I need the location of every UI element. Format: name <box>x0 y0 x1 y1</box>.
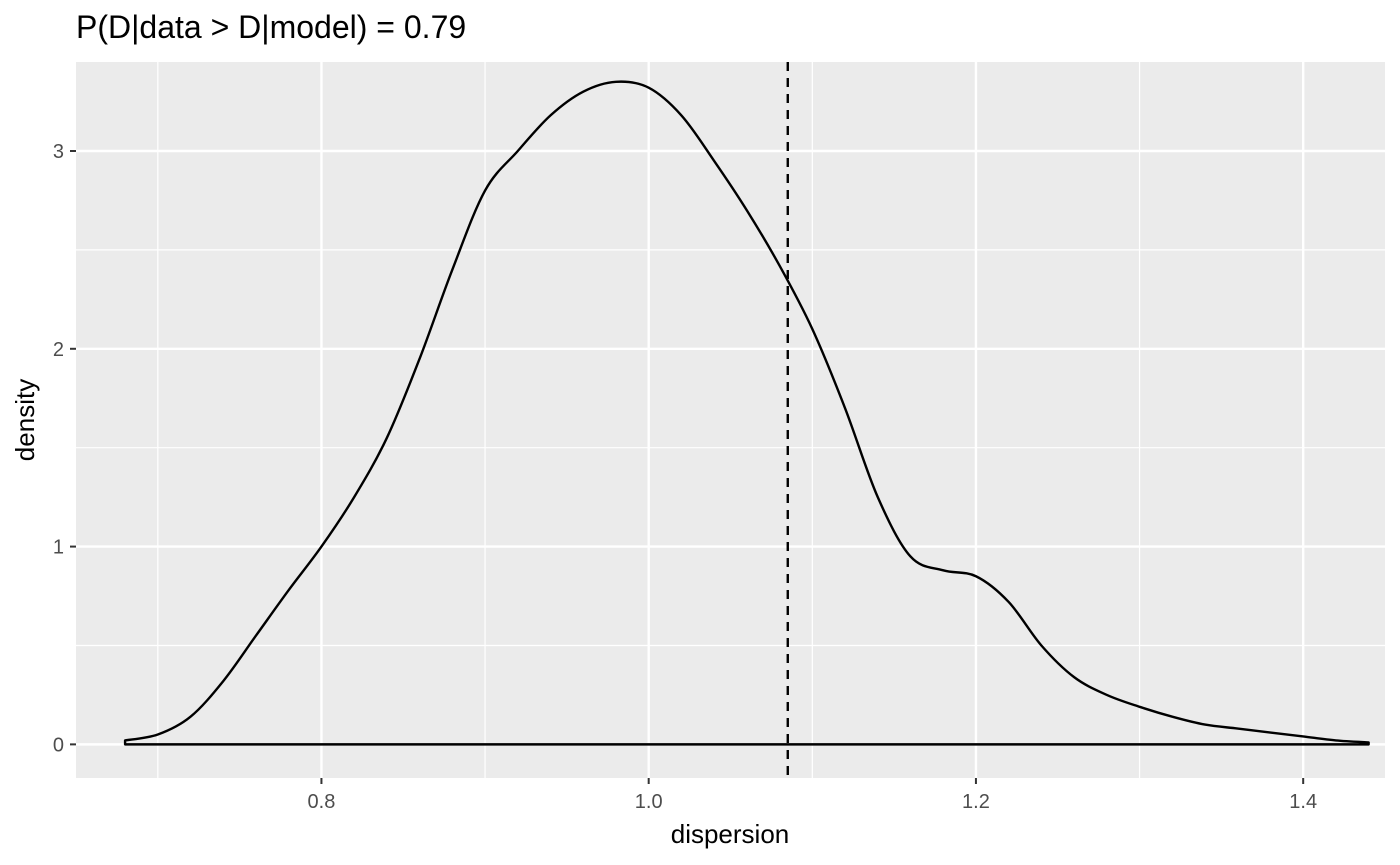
plot-panel <box>76 62 1385 778</box>
axis-ticks: 0.8 1.0 1.2 1.4 0 1 2 3 <box>53 141 1317 813</box>
y-tick-label: 3 <box>53 141 64 163</box>
chart-title: P(D|data > D|model) = 0.79 <box>76 9 466 45</box>
density-curve-layer <box>123 62 1370 778</box>
x-axis-label: dispersion <box>671 819 790 849</box>
x-tick-label: 1.4 <box>1289 791 1317 813</box>
y-tick-label: 1 <box>53 537 64 559</box>
x-tick-label: 1.0 <box>635 791 663 813</box>
density-curve <box>123 80 1370 746</box>
x-tick-label: 1.2 <box>962 791 990 813</box>
y-tick-label: 0 <box>53 734 64 756</box>
y-tick-label: 2 <box>53 339 64 361</box>
y-axis-label: density <box>10 379 40 461</box>
x-tick-label: 0.8 <box>308 791 336 813</box>
